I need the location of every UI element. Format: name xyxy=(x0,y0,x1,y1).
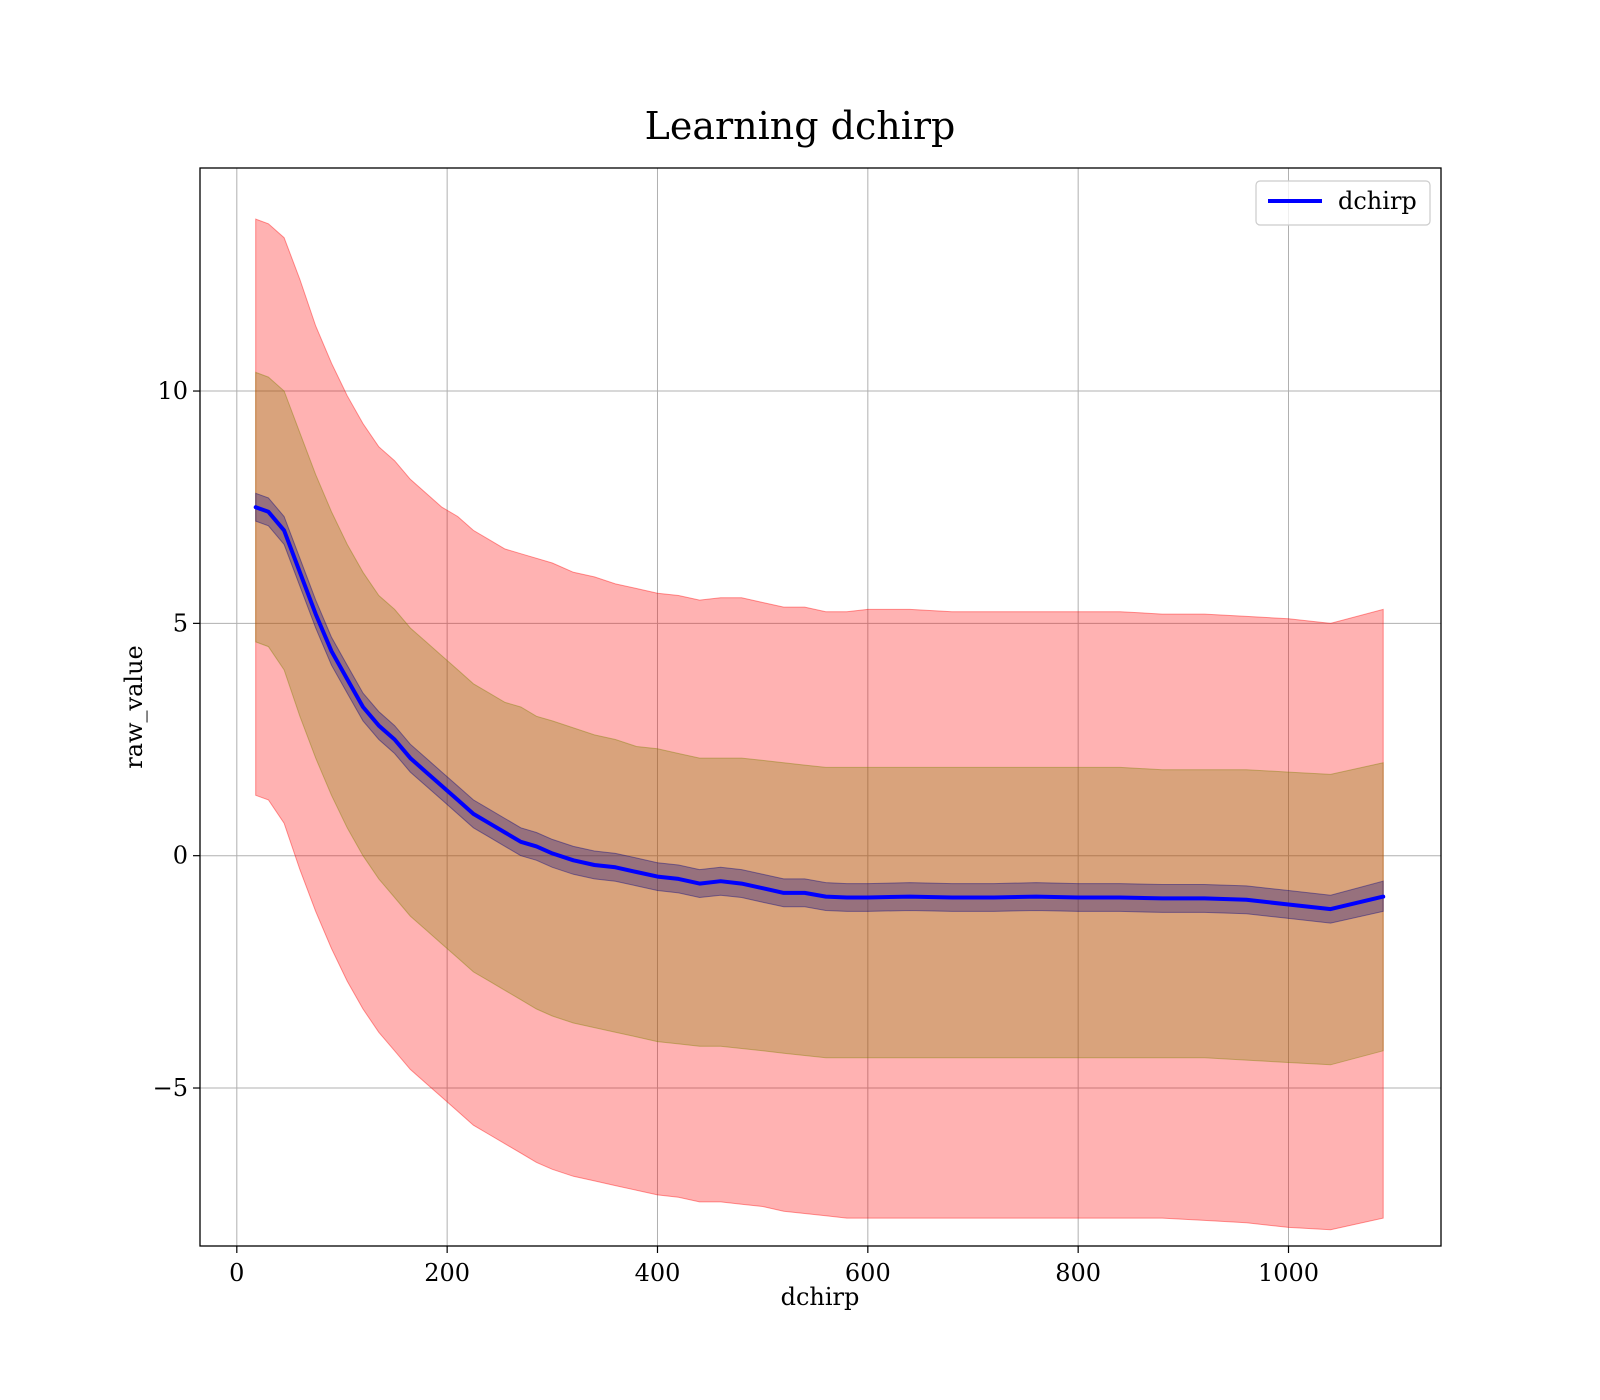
chart-title: Learning dchirp xyxy=(645,104,956,148)
grid xyxy=(200,168,1441,1246)
y-tick-label: 0 xyxy=(173,842,188,870)
confidence-bands xyxy=(255,218,1384,1231)
x-axis-label: dchirp xyxy=(781,1283,860,1311)
x-tick-label: 200 xyxy=(424,1259,470,1287)
band-outer xyxy=(255,218,1384,1231)
plot-frame xyxy=(199,167,1442,1247)
legend: dchirp xyxy=(1255,180,1431,226)
legend-box xyxy=(1255,180,1431,226)
x-tick-label: 400 xyxy=(635,1259,681,1287)
y-tick-label: −5 xyxy=(153,1074,188,1102)
y-tick-label: 5 xyxy=(173,609,188,637)
plot-area: 0 200 400 600 800 1000 −5 0 5 10 xyxy=(153,167,1442,1287)
plot-background xyxy=(200,168,1441,1246)
band-inner xyxy=(255,492,1384,924)
y-axis-label: raw_value xyxy=(120,645,148,769)
band-middle xyxy=(255,371,1384,1066)
series-lines xyxy=(253,505,1386,912)
x-tick-label: 1000 xyxy=(1258,1259,1319,1287)
series-line-dchirp xyxy=(253,505,1386,912)
legend-label-dchirp: dchirp xyxy=(1338,187,1417,215)
x-tick-label: 600 xyxy=(845,1259,891,1287)
axis-ticks: 0 200 400 600 800 1000 −5 0 5 10 xyxy=(153,377,1319,1287)
y-tick-label: 10 xyxy=(157,377,188,405)
x-tick-label: 800 xyxy=(1055,1259,1101,1287)
x-tick-label: 0 xyxy=(229,1259,244,1287)
